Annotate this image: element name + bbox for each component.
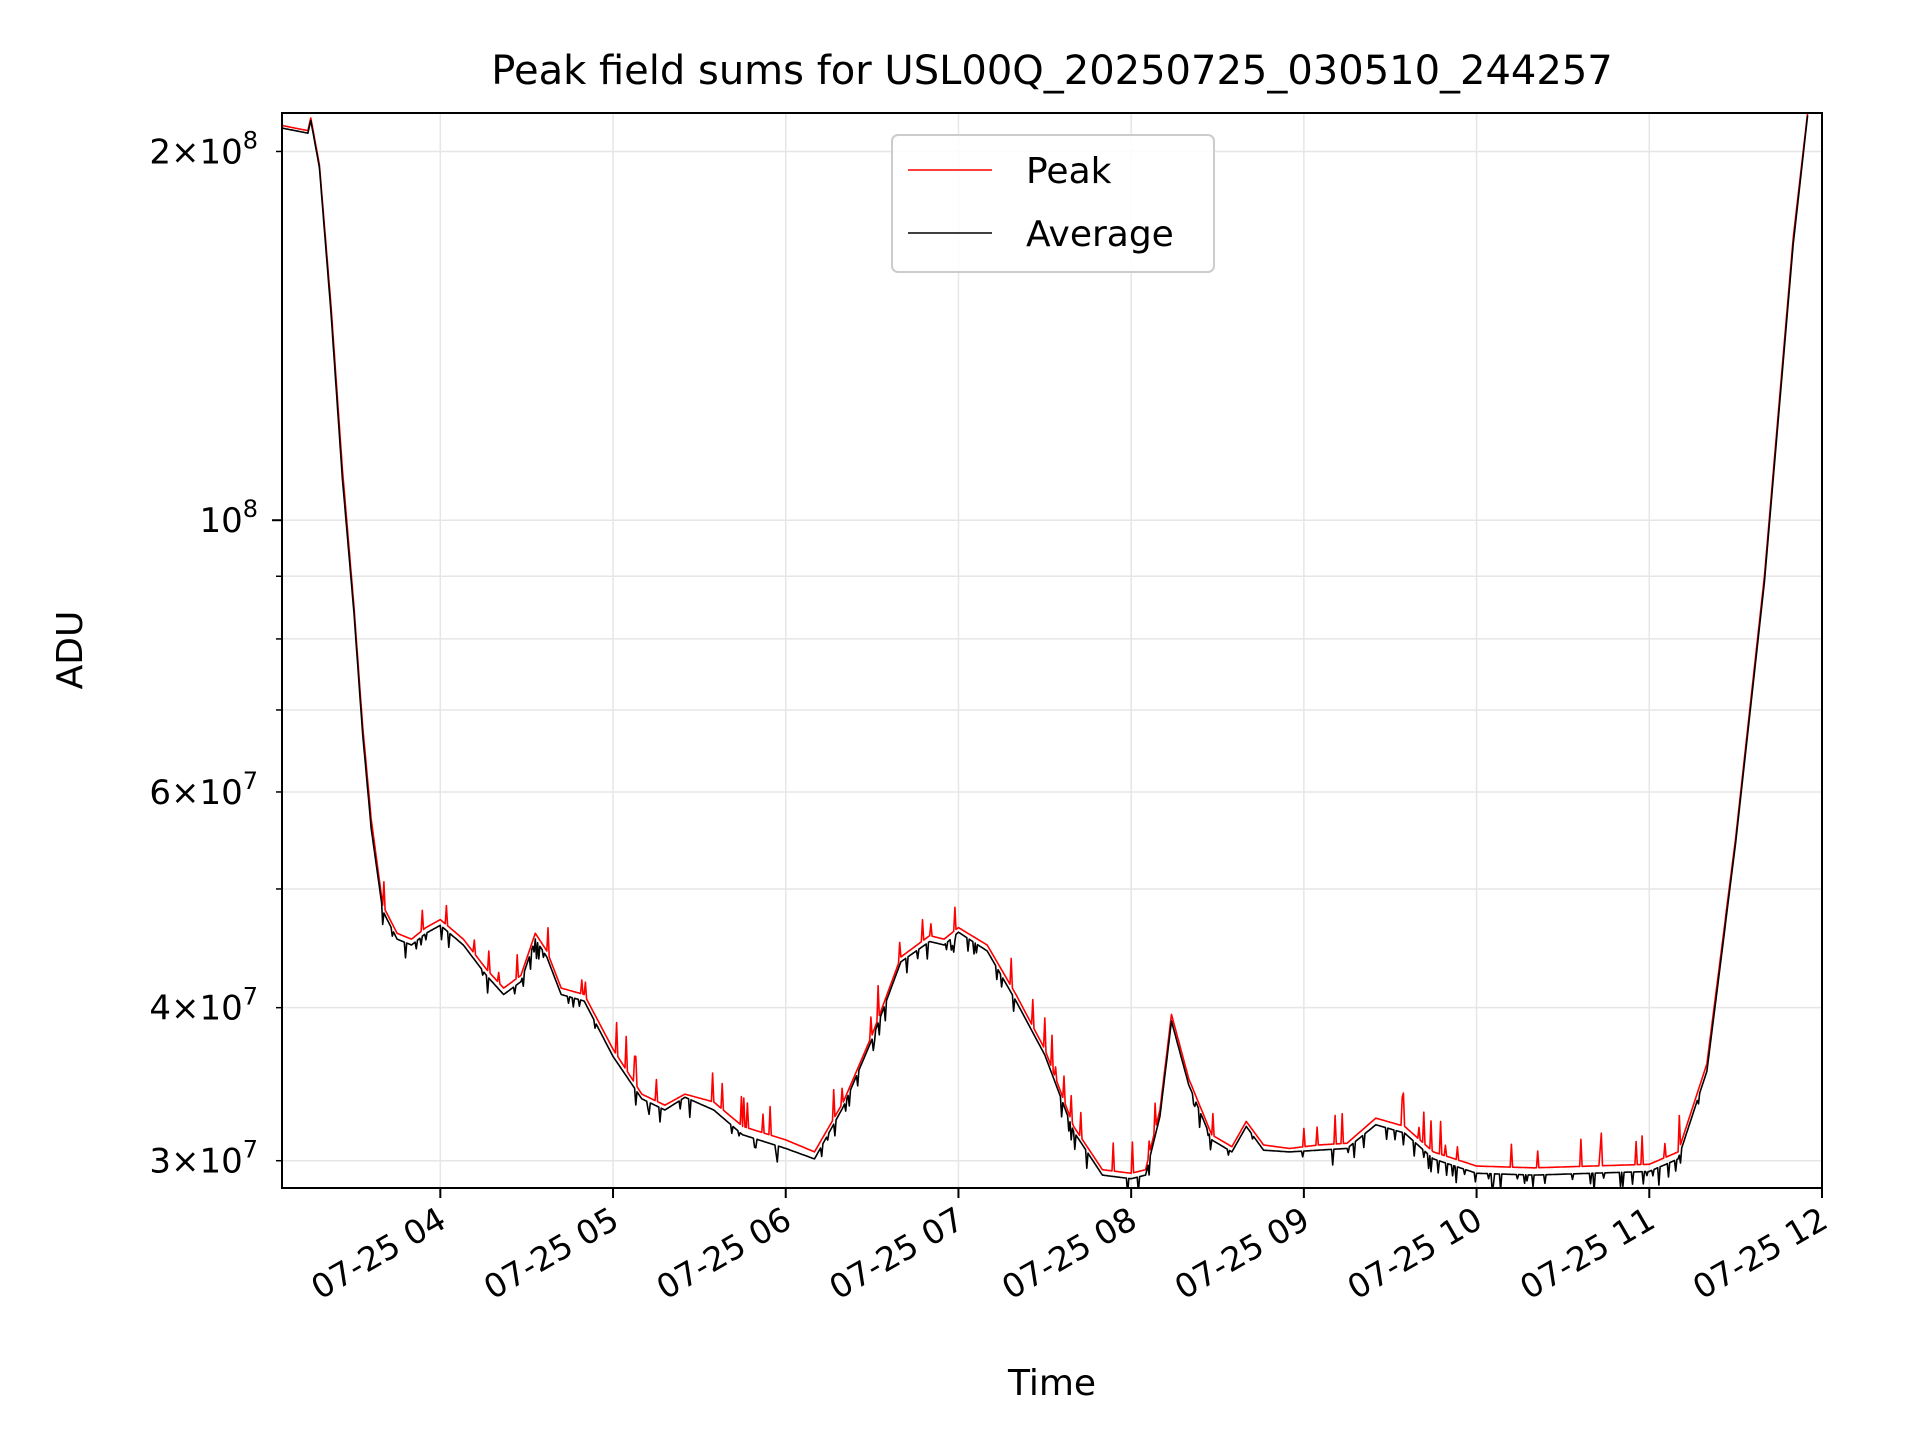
legend: Peak Average [891,134,1215,273]
series-line-peak [282,113,1809,1175]
y-tick-mantissa: 6 [149,773,171,813]
y-tick-times: × [171,1142,200,1182]
y-tick-label: 108 [199,495,258,541]
legend-average-label: Average [1026,214,1174,255]
y-tick-label: 3×107 [149,1136,258,1182]
x-axis-label: Time [1007,1363,1096,1404]
y-tick-base: 10 [199,773,242,813]
grid [282,113,1822,1188]
y-tick-base: 10 [199,501,242,541]
y-tick-exponent: 7 [243,767,258,795]
y-tick-mantissa: 2 [149,132,171,172]
y-tick-label: 6×107 [149,767,258,813]
y-tick-base: 10 [199,1142,242,1182]
y-tick-exponent: 7 [243,983,258,1011]
y-tick-exponent: 7 [243,1136,258,1164]
y-tick-base: 10 [199,989,242,1029]
y-tick-exponent: 8 [243,495,258,523]
y-tick-mantissa: 4 [149,989,171,1029]
y-tick-label: 4×107 [149,983,258,1029]
plot-frame [281,112,1823,1189]
y-tick-mantissa: 3 [149,1142,171,1182]
y-tick-times: × [171,132,200,172]
y-tick-times: × [171,773,200,813]
plot-lines [282,113,1809,1188]
y-axis-label: ADU [50,611,91,690]
y-tick-times: × [171,989,200,1029]
legend-peak-label: Peak [1026,151,1112,192]
y-tick-base: 10 [199,132,242,172]
y-tick-exponent: 8 [243,126,258,154]
series-line-average [282,115,1809,1188]
y-tick-label: 2×108 [149,126,258,172]
chart-title: Peak field sums for USL00Q_20250725_0305… [491,48,1612,94]
